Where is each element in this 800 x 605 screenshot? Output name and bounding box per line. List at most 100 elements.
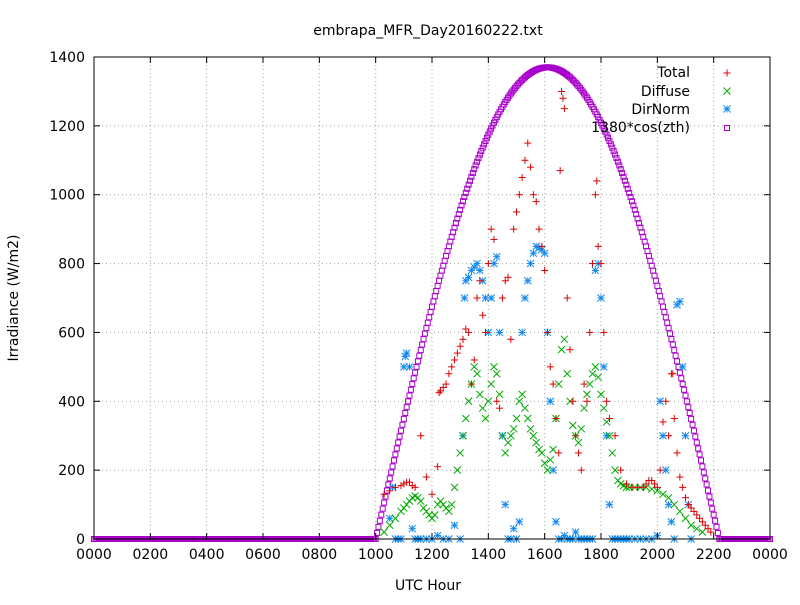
x-tick-label: 2000 [640, 547, 676, 563]
legend-label-dirnorm: DirNorm [631, 102, 690, 118]
data-point-total [521, 156, 529, 164]
data-point-cos-zth [633, 211, 640, 218]
data-point-cos-zth [475, 155, 482, 162]
data-point-total [490, 235, 498, 243]
data-point-diffuse [521, 404, 529, 413]
data-point-cos-zth [457, 206, 464, 213]
data-point-total [622, 480, 630, 488]
data-point-diffuse [549, 445, 557, 454]
data-point-cos-zth [395, 439, 402, 446]
data-point-diffuse [453, 466, 462, 474]
x-tick-label: 1000 [358, 547, 394, 563]
data-point-cos-zth [682, 392, 689, 399]
data-point-diffuse [490, 363, 498, 371]
data-point-dirnorm [523, 276, 532, 285]
data-point-cos-zth [479, 144, 486, 151]
data-point-cos-zth [405, 398, 412, 405]
data-point-dirnorm [667, 517, 676, 526]
data-point-diffuse [580, 404, 588, 413]
data-point-diffuse [481, 414, 490, 423]
data-point-total [442, 380, 450, 388]
data-point-cos-zth [631, 206, 638, 213]
data-point-dirnorm [605, 500, 614, 509]
data-point-cos-zth [697, 457, 704, 464]
data-point-diffuse [445, 507, 453, 516]
data-point-total [603, 397, 611, 405]
data-point-total [391, 483, 399, 491]
legend-label-total: Total [656, 65, 690, 81]
y-tick-label: 1000 [49, 188, 85, 204]
data-point-cos-zth [712, 517, 719, 524]
data-point-cos-zth [602, 128, 609, 135]
data-point-diffuse [515, 397, 524, 406]
data-point-diffuse [464, 397, 473, 406]
data-point-dirnorm [492, 252, 501, 261]
data-point-cos-zth [692, 433, 699, 440]
data-point-diffuse [692, 524, 701, 533]
data-point-cos-zth [679, 381, 686, 388]
data-point-total [597, 260, 605, 268]
x-tick-label: 0400 [189, 547, 225, 563]
data-point-cos-zth [467, 177, 474, 184]
legend-symbol [723, 69, 731, 77]
data-point-cos-zth [706, 493, 713, 500]
data-point-total [532, 198, 540, 206]
data-point-dirnorm [518, 328, 526, 337]
data-point-dirnorm [676, 297, 684, 306]
data-point-cos-zth [419, 341, 426, 348]
data-point-cos-zth [452, 220, 459, 227]
data-point-diffuse [591, 363, 600, 371]
data-point-cos-zth [478, 148, 485, 155]
legend-marker-total [723, 69, 731, 77]
data-point-cos-zth [630, 202, 637, 209]
data-point-total [679, 483, 687, 491]
data-point-total [456, 342, 464, 350]
data-point-total [380, 490, 388, 498]
data-point-diffuse [676, 507, 684, 516]
data-point-diffuse [529, 431, 538, 440]
x-tick-label: 0800 [302, 547, 338, 563]
data-point-diffuse [608, 449, 617, 457]
data-point-diffuse [583, 390, 591, 399]
data-point-diffuse [597, 390, 605, 399]
x-tick-label: 0200 [133, 547, 169, 563]
data-point-total [656, 466, 664, 474]
data-point-total [580, 380, 588, 388]
data-point-dirnorm [405, 363, 414, 371]
data-point-diffuse [687, 521, 695, 530]
data-point-diffuse [459, 431, 467, 440]
data-point-cos-zth [702, 475, 709, 482]
data-point-dirnorm [495, 328, 504, 337]
data-point-diffuse [478, 404, 487, 413]
data-point-diffuse [599, 404, 608, 413]
data-point-cos-zth [410, 375, 417, 382]
data-point-cos-zth [472, 162, 479, 169]
data-point-cos-zth [709, 505, 716, 512]
data-point-diffuse [495, 390, 504, 399]
data-point-total [574, 449, 582, 457]
data-point-cos-zth [605, 134, 612, 141]
data-point-total [529, 191, 537, 199]
data-point-total [518, 174, 526, 181]
data-point-cos-zth [485, 131, 492, 138]
x-tick-label: 1600 [527, 547, 563, 563]
data-point-total [465, 328, 473, 336]
data-point-total [566, 346, 574, 354]
data-point-cos-zth [481, 141, 488, 148]
data-point-dirnorm [546, 397, 555, 406]
data-point-dirnorm [664, 500, 673, 509]
data-point-dirnorm [597, 294, 605, 302]
data-point-cos-zth [669, 341, 676, 348]
data-point-total [496, 404, 504, 412]
data-point-cos-zth [403, 404, 410, 411]
data-point-cos-zth [399, 421, 406, 428]
data-point-dirnorm [408, 524, 417, 533]
data-point-cos-zth [614, 158, 621, 165]
data-point-total [577, 466, 585, 474]
data-point-total [484, 260, 492, 268]
data-point-diffuse [492, 369, 501, 378]
data-point-total [411, 483, 419, 491]
x-tick-label: 1200 [414, 547, 450, 563]
data-point-diffuse [574, 438, 583, 447]
data-point-cos-zth [693, 439, 700, 446]
